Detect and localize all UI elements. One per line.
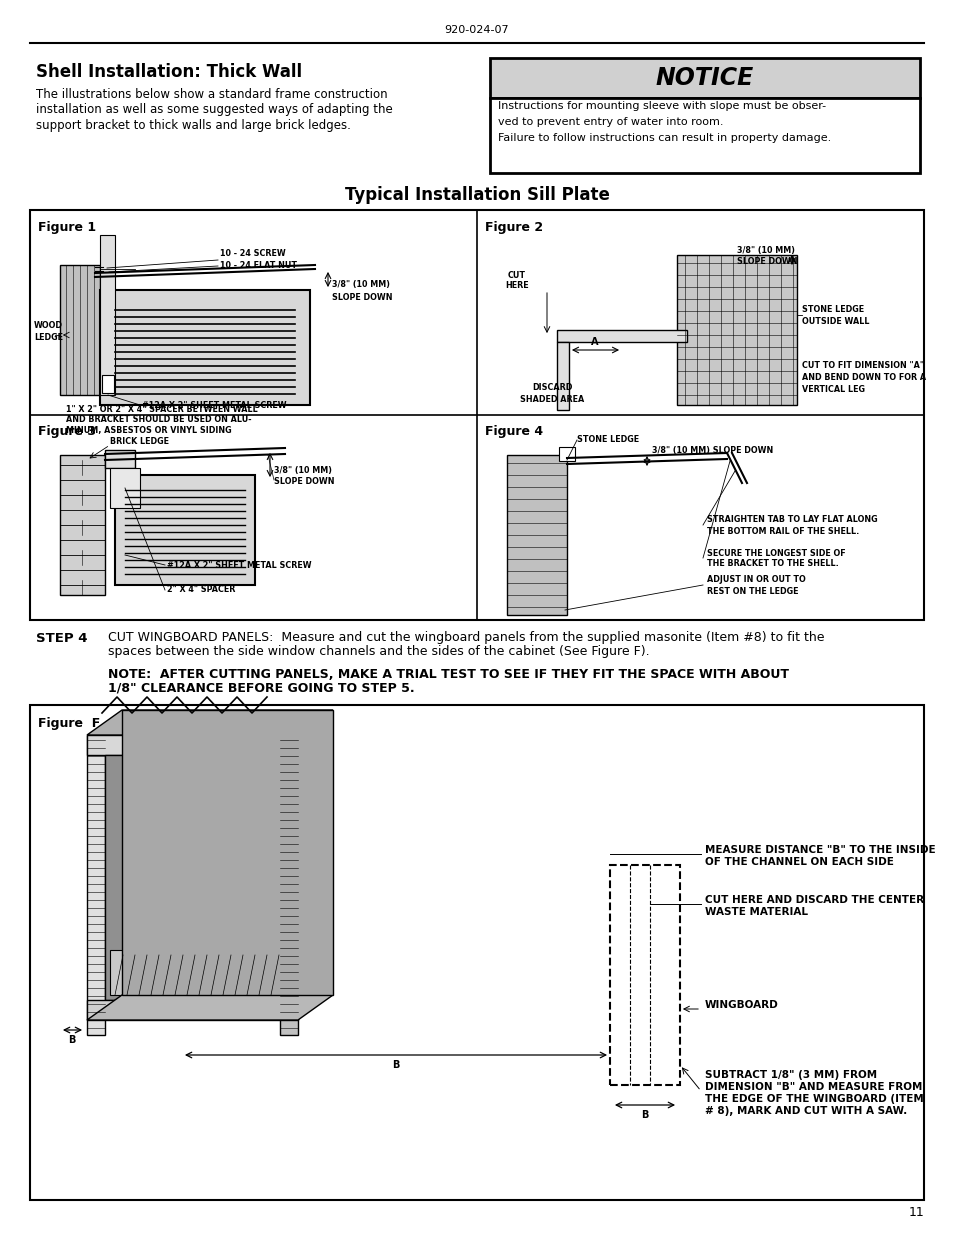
Text: #12A X 2" SHEET METAL SCREW: #12A X 2" SHEET METAL SCREW [167,561,312,569]
Text: B: B [69,1035,75,1045]
Bar [60,266,100,395]
Text: Shell Installation: Thick Wall: Shell Installation: Thick Wall [36,63,302,82]
Text: STONE LEDGE: STONE LEDGE [801,305,863,315]
Text: Figure 1: Figure 1 [38,221,96,233]
Text: SLOPE DOWN: SLOPE DOWN [332,293,392,301]
Text: Figure 2: Figure 2 [484,221,542,233]
Text: MINUM, ASBESTOS OR VINYL SIDING: MINUM, ASBESTOS OR VINYL SIDING [66,426,232,435]
Text: SUBTRACT 1/8" (3 MM) FROM: SUBTRACT 1/8" (3 MM) FROM [704,1070,876,1079]
Polygon shape [87,710,333,735]
Bar [30,210,923,620]
Text: ved to prevent entry of water into room.: ved to prevent entry of water into room. [497,117,722,127]
Text: B: B [640,1110,648,1120]
Text: 1/8" CLEARANCE BEFORE GOING TO STEP 5.: 1/8" CLEARANCE BEFORE GOING TO STEP 5. [108,682,415,694]
Text: NOTE:  AFTER CUTTING PANELS, MAKE A TRIAL TEST TO SEE IF THEY FIT THE SPACE WITH: NOTE: AFTER CUTTING PANELS, MAKE A TRIAL… [108,667,788,680]
Text: STEP 4: STEP 4 [36,631,88,645]
Text: # 8), MARK AND CUT WITH A SAW.: # 8), MARK AND CUT WITH A SAW. [704,1107,906,1116]
Text: HERE: HERE [505,282,528,290]
Text: LEDGE: LEDGE [34,332,63,342]
Bar [100,290,310,405]
Bar [87,1000,297,1020]
Text: STONE LEDGE: STONE LEDGE [577,435,639,443]
Text: WOOD: WOOD [34,321,63,330]
Bar [102,375,113,393]
Text: THE EDGE OF THE WINGBOARD (ITEM: THE EDGE OF THE WINGBOARD (ITEM [704,1094,923,1104]
Text: Typical Installation Sill Plate: Typical Installation Sill Plate [344,186,609,204]
Text: 3/8" (10 MM): 3/8" (10 MM) [332,280,390,289]
Text: OF THE CHANNEL ON EACH SIDE: OF THE CHANNEL ON EACH SIDE [704,857,893,867]
Text: 2" X 4" SPACER: 2" X 4" SPACER [167,585,235,594]
Bar [87,735,105,1035]
Polygon shape [87,995,333,1020]
Polygon shape [122,710,333,995]
Text: A: A [591,337,598,347]
Bar [506,454,566,615]
Bar [60,454,105,595]
Text: OUTSIDE WALL: OUTSIDE WALL [801,317,868,326]
Text: Failure to follow instructions can result in property damage.: Failure to follow instructions can resul… [497,133,830,143]
Text: CUT WINGBOARD PANELS:  Measure and cut the wingboard panels from the supplied ma: CUT WINGBOARD PANELS: Measure and cut th… [108,631,823,645]
Bar [490,98,919,173]
Text: 3/8" (10 MM): 3/8" (10 MM) [737,246,794,254]
Bar [280,735,297,1035]
Text: SECURE THE LONGEST SIDE OF: SECURE THE LONGEST SIDE OF [706,548,844,557]
Text: spaces between the side window channels and the sides of the cabinet (See Figure: spaces between the side window channels … [108,646,649,658]
Text: 10 - 24 SCREW: 10 - 24 SCREW [220,249,286,258]
Text: #12A X 2" SHEET METAL SCREW: #12A X 2" SHEET METAL SCREW [142,400,286,410]
Text: THE BOTTOM RAIL OF THE SHELL.: THE BOTTOM RAIL OF THE SHELL. [706,526,859,536]
Text: DIMENSION "B" AND MEASURE FROM: DIMENSION "B" AND MEASURE FROM [704,1082,922,1092]
Text: SHADED AREA: SHADED AREA [519,394,583,404]
Text: The illustrations below show a standard frame construction: The illustrations below show a standard … [36,89,387,101]
Text: AND BEND DOWN TO FOR A: AND BEND DOWN TO FOR A [801,373,925,382]
Text: CUT: CUT [507,270,525,279]
Bar [557,342,568,410]
Text: NOTICE: NOTICE [655,65,753,90]
Bar [100,235,115,395]
Text: 3/8" (10 MM): 3/8" (10 MM) [274,466,332,474]
Text: 10 - 24 FLAT NUT: 10 - 24 FLAT NUT [220,262,296,270]
Text: B: B [392,1060,399,1070]
Bar [110,950,274,995]
Bar [557,330,686,342]
Bar [609,864,679,1086]
Text: support bracket to thick walls and large brick ledges.: support bracket to thick walls and large… [36,119,351,131]
Bar [558,447,575,461]
Bar [677,254,796,405]
Bar [490,58,919,98]
Bar [30,705,923,1200]
Text: Instructions for mounting sleeve with slope must be obser-: Instructions for mounting sleeve with sl… [497,101,825,111]
Text: Figure 4: Figure 4 [484,426,542,438]
Text: installation as well as some suggested ways of adapting the: installation as well as some suggested w… [36,104,393,116]
Text: BRICK LEDGE: BRICK LEDGE [110,437,169,447]
Text: MEASURE DISTANCE "B" TO THE INSIDE: MEASURE DISTANCE "B" TO THE INSIDE [704,845,935,855]
Bar [105,755,280,1000]
Text: Figure  F: Figure F [38,716,100,730]
Bar [105,450,135,468]
Text: 11: 11 [907,1207,923,1219]
Text: ADJUST IN OR OUT TO: ADJUST IN OR OUT TO [706,576,805,584]
Text: 920-024-07: 920-024-07 [444,25,509,35]
Text: AND BRACKET SHOULD BE USED ON ALU-: AND BRACKET SHOULD BE USED ON ALU- [66,415,252,425]
Text: SLOPE DOWN: SLOPE DOWN [737,257,797,266]
Text: 3/8" (10 MM) SLOPE DOWN: 3/8" (10 MM) SLOPE DOWN [651,446,773,454]
Text: STRAIGHTEN TAB TO LAY FLAT ALONG: STRAIGHTEN TAB TO LAY FLAT ALONG [706,515,877,525]
Text: THE BRACKET TO THE SHELL.: THE BRACKET TO THE SHELL. [706,559,838,568]
Text: VERTICAL LEG: VERTICAL LEG [801,384,864,394]
Text: REST ON THE LEDGE: REST ON THE LEDGE [706,587,798,595]
Text: DISCARD: DISCARD [531,384,572,393]
Text: SLOPE DOWN: SLOPE DOWN [274,478,335,487]
Text: CUT HERE AND DISCARD THE CENTER: CUT HERE AND DISCARD THE CENTER [704,895,923,905]
Bar [87,735,297,755]
Text: WINGBOARD: WINGBOARD [704,1000,778,1010]
Text: WASTE MATERIAL: WASTE MATERIAL [704,906,807,918]
Text: Figure 3: Figure 3 [38,426,96,438]
Text: 1" X 2" OR 2" X 4" SPACER BETWEEN WALL: 1" X 2" OR 2" X 4" SPACER BETWEEN WALL [66,405,257,415]
Bar [115,475,254,585]
Text: CUT TO FIT DIMENSION "A": CUT TO FIT DIMENSION "A" [801,361,923,369]
Bar [110,468,140,508]
